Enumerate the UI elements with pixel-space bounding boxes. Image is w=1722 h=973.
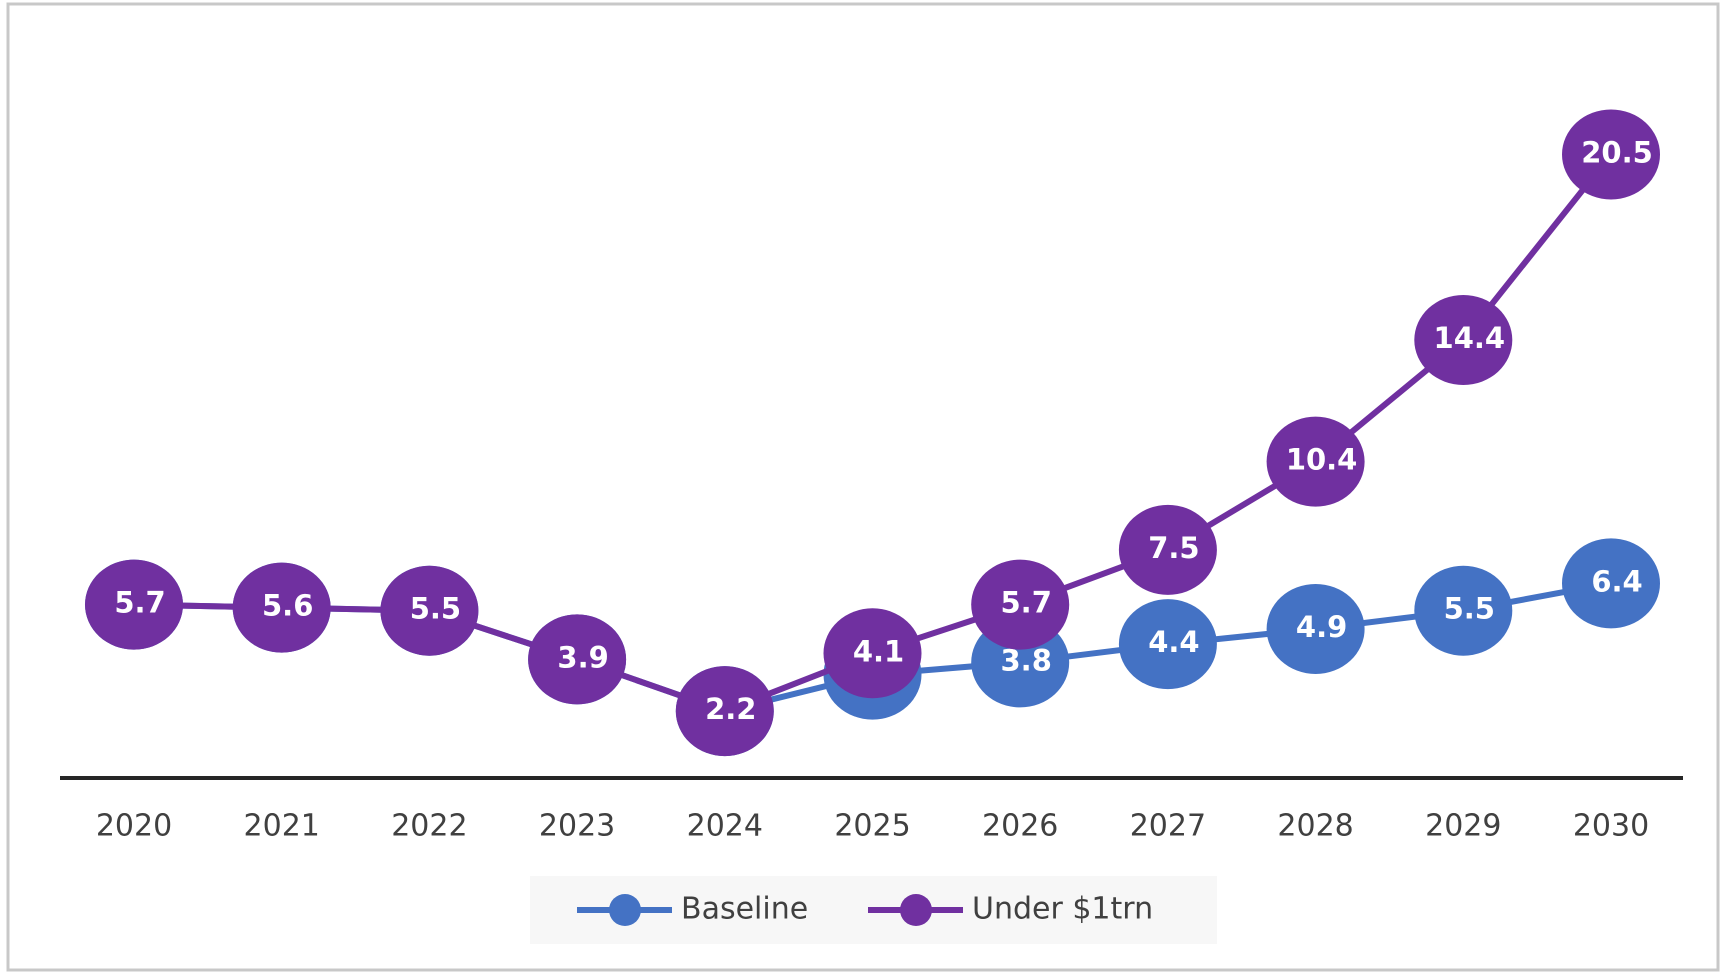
data-label: 5.6 [262, 589, 313, 623]
data-point [1562, 109, 1660, 200]
data-point [232, 562, 331, 653]
data-label: 7.5 [1148, 531, 1199, 565]
data-point [1414, 565, 1513, 656]
data-label: 20.5 [1581, 135, 1653, 169]
data-label: 4.4 [1148, 625, 1199, 659]
legend-marker [900, 894, 932, 926]
x-tick-label: 2022 [391, 809, 467, 844]
x-tick-label: 2025 [834, 809, 910, 844]
data-label: 5.7 [114, 586, 165, 620]
data-point [675, 666, 774, 757]
x-tick-label: 2021 [244, 809, 320, 844]
legend-label: Under $1trn [972, 892, 1153, 927]
data-point [380, 565, 479, 656]
data-label: 2.2 [705, 692, 756, 726]
legend-marker [609, 894, 641, 926]
data-label: 14.4 [1434, 321, 1506, 355]
data-point [1266, 416, 1365, 507]
data-point [1562, 538, 1660, 629]
x-tick-label: 2028 [1277, 809, 1353, 844]
data-label: 6.4 [1591, 564, 1642, 598]
data-point [823, 608, 922, 699]
data-label: 5.5 [410, 592, 461, 626]
data-point [528, 614, 627, 705]
data-point [85, 559, 183, 650]
data-point [1118, 599, 1217, 690]
data-point [1118, 504, 1217, 595]
x-tick-label: 2020 [96, 809, 172, 844]
data-point [1414, 295, 1513, 385]
x-tick-label: 2023 [539, 809, 615, 844]
data-label: 10.4 [1286, 443, 1358, 477]
data-point [1266, 583, 1365, 674]
data-label: 4.9 [1296, 610, 1347, 644]
x-tick-label: 2024 [687, 809, 763, 844]
data-label: 4.1 [853, 634, 904, 668]
chart-frame [6, 2, 1720, 972]
data-point [971, 559, 1070, 650]
x-tick-label: 2026 [982, 809, 1058, 844]
data-label: 3.9 [557, 640, 608, 674]
data-label: 5.5 [1444, 592, 1495, 626]
data-label: 5.7 [1001, 586, 1052, 620]
x-tick-label: 2029 [1425, 809, 1501, 844]
x-tick-label: 2027 [1130, 809, 1206, 844]
legend-label: Baseline [681, 892, 808, 927]
x-tick-label: 2030 [1573, 809, 1649, 844]
